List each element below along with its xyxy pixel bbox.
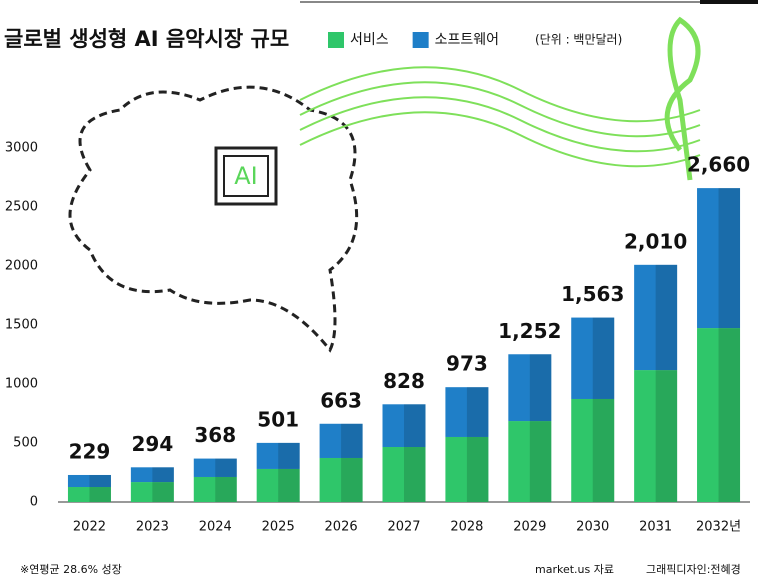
x-tick-label: 2031 [639, 520, 672, 535]
footnote: ※연평균 28.6% 성장 [20, 563, 122, 576]
x-tick-label: 2023 [136, 520, 169, 535]
bar-segment [256, 442, 300, 469]
unit-note: (단위 : 백만달러) [535, 33, 622, 47]
bar-segment [130, 482, 174, 502]
bar-segment [319, 457, 363, 502]
staff-line [299, 111, 701, 168]
y-tick-label: 2000 [5, 259, 38, 274]
y-tick-label: 1500 [5, 318, 38, 333]
bar-segment [634, 264, 678, 371]
staff-line [299, 81, 701, 138]
bar-segment [67, 474, 111, 488]
legend-swatch [328, 32, 344, 48]
chip-inner [223, 155, 269, 197]
bar-segment [697, 188, 741, 329]
bar-segment [571, 398, 615, 502]
x-tick-label: 2029 [513, 520, 546, 535]
total-label: 973 [446, 352, 488, 376]
bar-shade [655, 370, 678, 502]
bar-shade [718, 188, 741, 329]
bar-segment [508, 421, 552, 502]
bar-shade [278, 468, 300, 502]
legend-label: 서비스 [350, 32, 389, 48]
staff-line [299, 66, 701, 123]
y-tick-label: 1000 [5, 377, 38, 392]
staff-line [299, 96, 701, 153]
x-tick-label: 2022 [73, 520, 106, 535]
bar-shade [466, 436, 489, 502]
bar-shade [152, 467, 174, 483]
bar-segment [634, 370, 678, 502]
total-label: 1,563 [561, 282, 624, 306]
bar-shade [341, 423, 363, 458]
bar-segment [697, 328, 741, 502]
bar-shade [404, 447, 426, 502]
bar-shade [529, 421, 552, 502]
bar-shade [215, 458, 237, 477]
bar-shade [592, 317, 615, 399]
x-tick-label: 2028 [450, 520, 483, 535]
legend-label: 소프트웨어 [435, 32, 499, 48]
bar-shade [215, 476, 237, 502]
x-tick-label: 2024 [199, 520, 232, 535]
bar-shade [89, 487, 111, 502]
x-tick-label: 2027 [387, 520, 420, 535]
bar-shade [278, 442, 300, 469]
total-label: 294 [131, 432, 173, 456]
y-tick-label: 500 [13, 436, 38, 451]
bar-segment [67, 487, 111, 502]
treble-clef [664, 16, 701, 181]
bar-segment [445, 387, 489, 437]
x-tick-label: 2032년 [696, 520, 741, 535]
total-label: 368 [194, 423, 236, 447]
bar-shade [404, 404, 426, 448]
cloud-outline [68, 85, 359, 353]
bar-segment [256, 468, 300, 502]
x-tick-label: 2026 [325, 520, 358, 535]
credit: 그래픽디자인:전혜경 [646, 563, 741, 576]
total-label: 1,252 [498, 319, 561, 343]
bar-shade [718, 328, 741, 502]
bar-shade [152, 482, 174, 502]
total-label: 2,660 [687, 153, 750, 177]
bar-shade [529, 354, 552, 422]
bar-segment [382, 447, 426, 502]
bar-shade [341, 457, 363, 502]
bar-segment [571, 317, 615, 399]
bar-segment [193, 476, 237, 502]
bar-segment [382, 404, 426, 448]
bar-segment [193, 458, 237, 477]
chip-label: AI [234, 162, 258, 190]
bar-shade [592, 398, 615, 502]
bar-shade [655, 264, 678, 371]
chip [214, 146, 278, 206]
bar-shade [466, 387, 489, 437]
bar-segment [319, 423, 363, 458]
bar-segment [445, 436, 489, 502]
total-label: 501 [257, 407, 299, 431]
total-label: 663 [320, 388, 362, 412]
bar-segment [508, 354, 552, 422]
total-label: 828 [383, 369, 425, 393]
source: market.us 자료 [535, 563, 614, 576]
x-tick-label: 2030 [576, 520, 609, 535]
bar-shade [89, 474, 111, 488]
y-tick-label: 0 [30, 495, 38, 510]
total-label: 2,010 [624, 229, 687, 253]
illustration: AI [68, 16, 701, 353]
chart-title: 글로벌 생성형 AI 음악시장 규모 [4, 27, 289, 51]
legend-swatch [412, 32, 429, 48]
x-tick-label: 2025 [262, 520, 295, 535]
y-tick-label: 3000 [5, 141, 38, 156]
total-label: 229 [69, 439, 111, 463]
y-tick-label: 2500 [5, 200, 38, 215]
bar-segment [130, 467, 174, 483]
